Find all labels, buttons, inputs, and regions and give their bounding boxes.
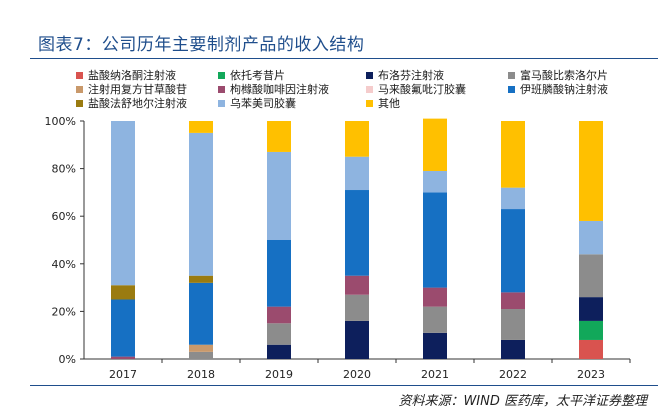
bar-segment: [423, 332, 447, 359]
bar-segment: [579, 320, 603, 340]
bar-segment: [267, 151, 291, 240]
legend-swatch: [218, 85, 225, 93]
legend-label: 乌苯美司胶囊: [230, 97, 296, 110]
bar-segment: [345, 156, 369, 191]
bar-segment: [501, 209, 525, 293]
legend-swatch: [76, 85, 83, 93]
bar-segment: [345, 275, 369, 295]
legend-swatch: [218, 99, 225, 107]
title-rule: [30, 58, 658, 59]
source-note: 资料来源：WIND 医药库，太平洋证券整理: [398, 394, 647, 409]
legend-item: 依托考昔片: [218, 68, 285, 82]
figure-title: 图表7：公司历年主要制剂产品的收入结构: [38, 35, 365, 55]
bar-segment: [267, 306, 291, 324]
legend-item: 其他: [366, 96, 400, 110]
x-tick-label: 2023: [577, 368, 605, 381]
legend-swatch: [508, 71, 515, 79]
legend-label: 伊班膦酸钠注射液: [520, 83, 608, 96]
bar-segment: [111, 285, 135, 300]
bar-segment: [345, 294, 369, 321]
bar-segment: [189, 121, 213, 133]
legend-item: 乌苯美司胶囊: [218, 96, 296, 110]
bar-segment: [501, 187, 525, 210]
y-tick-label: 60%: [52, 210, 76, 223]
bar-segment: [111, 121, 135, 286]
bar-segment: [267, 240, 291, 307]
x-tick-label: 2018: [187, 368, 215, 381]
bar-segment: [579, 339, 603, 359]
legend-swatch: [508, 85, 515, 93]
x-tick-label: 2022: [499, 368, 527, 381]
bar-segment: [579, 297, 603, 321]
legend-item: 盐酸纳洛酮注射液: [76, 68, 176, 82]
chart-legend: 盐酸纳洛酮注射液 依托考昔片 布洛芬注射液 富马酸比索洛尔片注射用复方甘草酸苷 枸橼酸咖…: [76, 68, 646, 112]
x-tick-label: 2019: [265, 368, 293, 381]
legend-item: 盐酸法舒地尔注射液: [76, 96, 187, 110]
bar-segment: [579, 254, 603, 298]
legend-label: 其他: [378, 97, 400, 110]
bar-segment: [501, 309, 525, 340]
legend-swatch: [366, 99, 373, 107]
bar-segment: [189, 344, 213, 352]
legend-label: 注射用复方甘草酸苷: [88, 83, 187, 96]
bar-segment: [423, 287, 447, 307]
bar-segment: [189, 351, 213, 359]
source-rule: [30, 385, 658, 386]
legend-item: 伊班膦酸钠注射液: [508, 82, 608, 96]
bar-segment: [579, 220, 603, 255]
bar-segment: [267, 121, 291, 152]
legend-label: 依托考昔片: [230, 69, 285, 82]
legend-swatch: [366, 71, 373, 79]
legend-label: 枸橼酸咖啡因注射液: [230, 83, 329, 96]
y-tick-label: 0%: [59, 353, 76, 366]
legend-item: 注射用复方甘草酸苷: [76, 82, 187, 96]
x-tick-label: 2021: [421, 368, 449, 381]
bar-segment: [189, 275, 213, 283]
figure-header: 图表7：公司历年主要制剂产品的收入结构: [0, 0, 659, 62]
bar-segment: [423, 192, 447, 288]
bar-segment: [501, 339, 525, 359]
legend-item: 马来酸氟吡汀胶囊: [366, 82, 466, 96]
bar-segment: [267, 323, 291, 345]
y-tick-label: 20%: [52, 305, 76, 318]
legend-label: 布洛芬注射液: [378, 69, 444, 82]
legend-label: 富马酸比索洛尔片: [520, 69, 608, 82]
bar-segment: [423, 118, 447, 171]
legend-label: 马来酸氟吡汀胶囊: [378, 83, 466, 96]
y-tick-label: 80%: [52, 163, 76, 176]
x-tick-label: 2017: [109, 368, 137, 381]
y-tick-label: 100%: [45, 115, 76, 128]
x-tick-label: 2020: [343, 368, 371, 381]
legend-swatch: [76, 99, 83, 107]
bar-segment: [345, 121, 369, 157]
bar-segment: [111, 356, 135, 359]
bar-segment: [579, 121, 603, 221]
bar-segment: [423, 306, 447, 333]
bar-segment: [501, 292, 525, 310]
legend-item: 枸橼酸咖啡因注射液: [218, 82, 329, 96]
bar-segment: [423, 170, 447, 193]
legend-item: 富马酸比索洛尔片: [508, 68, 608, 82]
bar-segment: [267, 344, 291, 359]
legend-label: 盐酸法舒地尔注射液: [88, 97, 187, 110]
y-tick-label: 40%: [52, 258, 76, 271]
bar-segment: [189, 282, 213, 345]
bar-segment: [111, 299, 135, 357]
bar-segment: [345, 190, 369, 276]
legend-swatch: [366, 85, 373, 93]
bar-segment: [501, 121, 525, 188]
legend-swatch: [218, 71, 225, 79]
bar-segment: [189, 132, 213, 276]
legend-label: 盐酸纳洛酮注射液: [88, 69, 176, 82]
legend-swatch: [76, 71, 83, 79]
legend-item: 布洛芬注射液: [366, 68, 444, 82]
bar-segment: [345, 320, 369, 359]
